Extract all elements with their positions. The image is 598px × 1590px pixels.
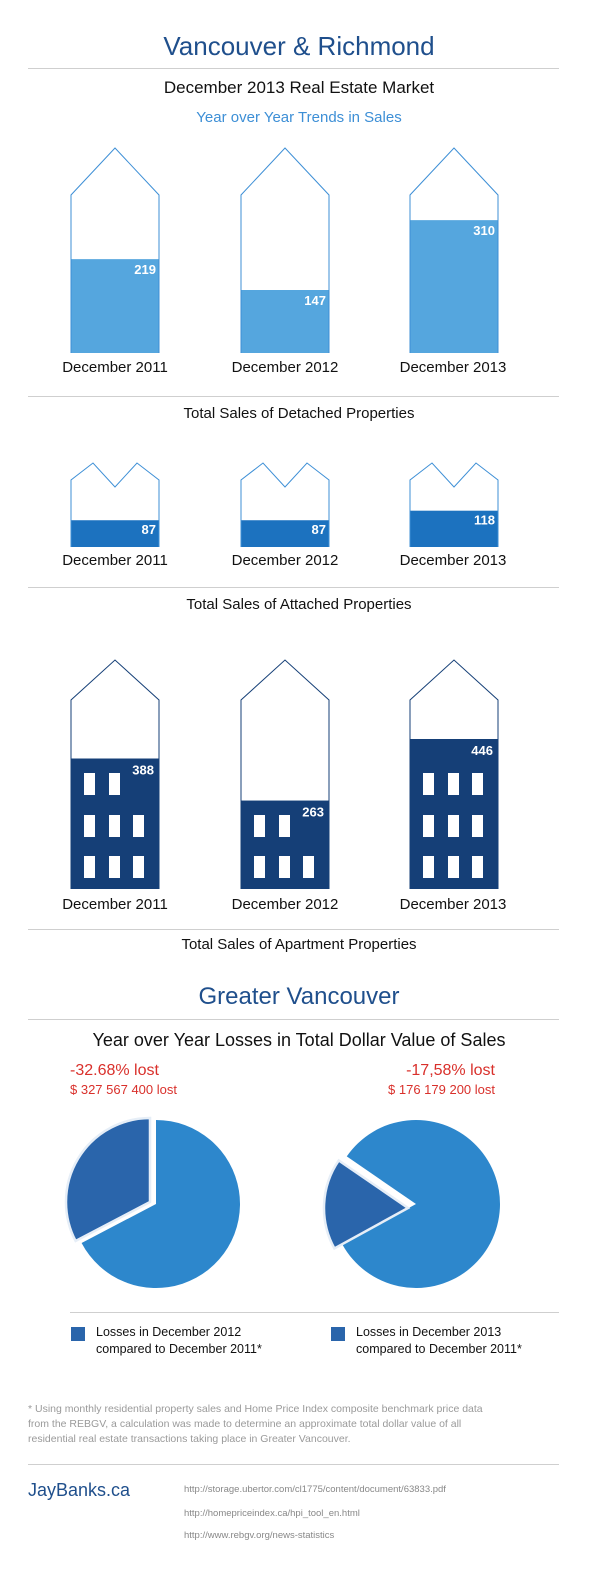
window [472, 856, 483, 878]
window [303, 856, 314, 878]
category-label: December 2013 [399, 552, 507, 569]
divider [28, 396, 559, 397]
bar-attached [71, 520, 159, 547]
house-outline [409, 462, 499, 547]
house-outline [240, 462, 330, 547]
window [109, 856, 120, 878]
window [423, 773, 434, 795]
data-label: 87 [142, 522, 156, 537]
category-label: December 2012 [231, 552, 339, 569]
category-label: December 2011 [62, 896, 168, 913]
window [472, 815, 483, 837]
bar-detached [410, 220, 498, 353]
window [279, 856, 290, 878]
category-label: December 2012 [231, 359, 339, 376]
greater-vancouver-title: Greater Vancouver [198, 983, 400, 1010]
category-label: December 2013 [399, 359, 507, 376]
data-label: 446 [471, 743, 493, 758]
attached-caption: Total Sales of Attached Properties [186, 596, 412, 613]
house-outline [409, 659, 499, 889]
window [109, 773, 120, 795]
category-label: December 2011 [62, 359, 168, 376]
house-outline [70, 147, 160, 353]
house-outline [240, 147, 330, 353]
divider [28, 929, 559, 930]
data-label: 147 [304, 293, 326, 308]
divider [28, 68, 559, 69]
window [84, 815, 95, 837]
window [84, 773, 95, 795]
page-title: Vancouver & Richmond [163, 31, 435, 61]
divider [28, 587, 559, 588]
window [448, 815, 459, 837]
window [254, 856, 265, 878]
window [133, 856, 144, 878]
data-label: 87 [312, 522, 326, 537]
window [448, 856, 459, 878]
pie-slice-loss [64, 1116, 152, 1243]
loss-percent-2013: -17,58% lost [406, 1062, 495, 1079]
window [472, 773, 483, 795]
legend-2012-line2: compared to December 2011* [96, 1342, 262, 1356]
window [84, 856, 95, 878]
legend-2012: Losses in December 2012 compared to Dece… [96, 1324, 262, 1358]
detached-caption: Total Sales of Detached Properties [183, 405, 415, 422]
bar-attached [241, 520, 329, 547]
pie-slice-remaining [342, 1120, 500, 1288]
loss-percent-2012: -32.68% lost [70, 1062, 159, 1079]
data-label: 310 [473, 223, 495, 238]
bar-detached [71, 259, 159, 353]
legend-swatch-2012 [71, 1327, 85, 1341]
house-outline [409, 147, 499, 353]
pie-chart-2013 [322, 1120, 500, 1288]
window [448, 773, 459, 795]
house-outline [240, 659, 330, 889]
legend-2013-line1: Losses in December 2013 [356, 1325, 502, 1339]
window [279, 815, 290, 837]
apartment-caption: Total Sales of Apartment Properties [181, 936, 417, 953]
greater-vancouver-subtitle: Year over Year Losses in Total Dollar Va… [92, 1030, 506, 1050]
page-subtitle: December 2013 Real Estate Market [163, 78, 435, 97]
data-label: 263 [302, 805, 324, 820]
window [133, 815, 144, 837]
pie-slice-remaining [81, 1120, 241, 1288]
divider [28, 1019, 559, 1020]
legend-2012-line1: Losses in December 2012 [96, 1325, 242, 1339]
window [109, 815, 120, 837]
category-label: December 2012 [231, 896, 339, 913]
house-outline [70, 462, 160, 547]
section-subtitle: Year over Year Trends in Sales [196, 109, 402, 126]
detached-sales-chart: 219 147 310 [70, 147, 499, 353]
category-label: December 2011 [62, 552, 168, 569]
window [254, 815, 265, 837]
footnote: * Using monthly residential property sal… [28, 1403, 483, 1445]
house-outline [70, 659, 160, 889]
source-link[interactable]: http://storage.ubertor.com/cl1775/conten… [184, 1484, 446, 1495]
source-link[interactable]: http://www.rebgv.org/news-statistics [184, 1530, 335, 1541]
divider [28, 1464, 559, 1465]
pie-slice-loss [322, 1158, 411, 1251]
loss-amount-2013: $ 176 179 200 lost [388, 1082, 495, 1097]
legend-2013: Losses in December 2013 compared to Dece… [356, 1324, 522, 1358]
apartment-sales-chart: 388 263 446 [70, 659, 499, 889]
source-link[interactable]: http://homepriceindex.ca/hpi_tool_en.htm… [184, 1508, 360, 1519]
bar-attached [410, 510, 498, 547]
category-label: December 2013 [399, 896, 507, 913]
bar-detached [241, 290, 329, 353]
legend-swatch-2013 [331, 1327, 345, 1341]
attached-sales-chart: 87 87 118 [70, 462, 499, 547]
brand-link[interactable]: JayBanks.ca [28, 1480, 131, 1500]
data-label: 219 [134, 262, 156, 277]
pie-chart-2012 [64, 1116, 241, 1288]
data-label: 118 [474, 513, 495, 528]
divider [70, 1312, 559, 1313]
window [423, 856, 434, 878]
window [423, 815, 434, 837]
legend-2013-line2: compared to December 2011* [356, 1342, 522, 1356]
data-label: 388 [132, 763, 154, 778]
loss-amount-2012: $ 327 567 400 lost [70, 1082, 177, 1097]
